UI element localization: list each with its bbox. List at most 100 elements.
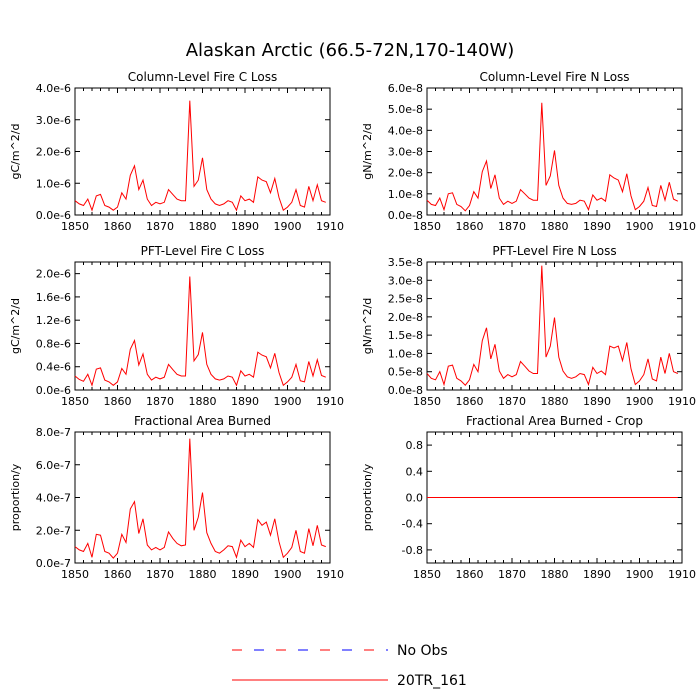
y-tick-label: 1.0e-8 (388, 188, 423, 201)
x-tick-label: 1860 (456, 220, 484, 233)
y-tick-label: 6.0e-8 (388, 82, 423, 95)
panel-4: PFT-Level Fire N Loss gN/m^2/d 1850 1860 187… (361, 244, 696, 408)
plot-frame (74, 261, 331, 391)
y-tick-label: 6.0e-7 (36, 459, 71, 472)
x-tick-label: 1850 (413, 395, 441, 408)
y-tick-label: 0.0e-6 (36, 209, 71, 222)
legend-item: No Obs (232, 643, 448, 659)
panel-1: Column-Level Fire C Loss gC/m^2/d 1850 1860… (9, 70, 344, 233)
y-tick-label: 0.0 (406, 492, 424, 505)
y-tick-label: 4.0e-6 (36, 82, 71, 95)
y-tick-label: 1.0e-8 (388, 347, 423, 360)
x-tick-label: 1850 (61, 220, 89, 233)
y-tick-label: 2.0e-7 (36, 524, 71, 537)
x-tick-label: 1910 (316, 568, 344, 581)
y-tick-label: 2.0e-8 (388, 167, 423, 180)
x-tick-label: 1860 (104, 395, 132, 408)
x-tick-label: 1900 (274, 220, 302, 233)
y-axis-label: gN/m^2/d (361, 298, 374, 355)
panels: Column-Level Fire C Loss gC/m^2/d 1850 1860… (9, 70, 696, 581)
x-tick-label: 1880 (189, 220, 217, 233)
x-tick-label: 1900 (274, 568, 302, 581)
y-axis-label: gC/m^2/d (9, 124, 22, 180)
figure-title: Alaskan Arctic (66.5-72N,170-140W) (186, 40, 515, 61)
x-tick-label: 1860 (456, 568, 484, 581)
x-tick-label: 1870 (146, 395, 174, 408)
x-tick-label: 1900 (274, 395, 302, 408)
y-tick-label: 5.0e-8 (388, 103, 423, 116)
y-tick-label: 0.5e-8 (388, 366, 423, 379)
x-tick-label: 1850 (61, 395, 89, 408)
panel-5: Fractional Area Burned proportion/y 1850 18… (9, 414, 344, 581)
x-tick-label: 1900 (626, 220, 654, 233)
panel-title: Fractional Area Burned (134, 414, 271, 428)
x-tick-label: 1850 (413, 220, 441, 233)
y-tick-label: 1.6e-6 (36, 291, 71, 304)
x-tick-label: 1910 (668, 395, 696, 408)
x-tick-label: 1880 (541, 568, 569, 581)
x-tick-label: 1850 (413, 568, 441, 581)
legend-label: No Obs (397, 643, 448, 659)
panel-title: Column-Level Fire C Loss (128, 70, 278, 84)
x-tick-label: 1900 (626, 395, 654, 408)
y-axis-label: proportion/y (9, 463, 22, 531)
x-tick-label: 1870 (498, 220, 526, 233)
x-tick-label: 1890 (583, 395, 611, 408)
series-line (74, 100, 326, 212)
panel-title: PFT-Level Fire C Loss (141, 244, 265, 258)
x-tick-label: 1880 (541, 220, 569, 233)
series-line (426, 102, 679, 212)
x-tick-label: 1880 (541, 395, 569, 408)
y-tick-label: 4.0e-7 (36, 492, 71, 505)
plot-frame (74, 431, 331, 564)
y-tick-label: 0.8 (406, 439, 424, 452)
y-axis-label: gC/m^2/d (9, 298, 22, 354)
x-tick-label: 1910 (668, 220, 696, 233)
legend-label: 20TR_161 (397, 673, 467, 689)
y-axis-label: proportion/y (361, 463, 374, 531)
y-tick-label: 0.0e-8 (388, 209, 423, 222)
y-tick-label: 8.0e-7 (36, 426, 71, 439)
series-line (426, 265, 678, 387)
y-tick-label: 1.2e-6 (36, 314, 71, 327)
panel-2: Column-Level Fire N Loss gN/m^2/d 1850 1860… (361, 70, 696, 233)
y-tick-label: 0.8e-6 (36, 337, 71, 350)
y-tick-label: 0.0e-6 (36, 384, 71, 397)
x-tick-label: 1860 (104, 568, 132, 581)
y-tick-label: 0.4e-6 (36, 361, 71, 374)
y-tick-label: 1.0e-6 (36, 177, 71, 190)
x-tick-label: 1870 (146, 220, 174, 233)
y-tick-label: 0.0e-8 (388, 384, 423, 397)
x-tick-label: 1860 (104, 220, 132, 233)
x-tick-label: 1910 (316, 220, 344, 233)
y-tick-label: 2.5e-8 (388, 293, 423, 306)
x-tick-label: 1880 (189, 568, 217, 581)
x-tick-label: 1880 (189, 395, 217, 408)
x-tick-label: 1870 (498, 568, 526, 581)
panel-title: Column-Level Fire N Loss (479, 70, 629, 84)
y-tick-label: 0.4 (406, 465, 424, 478)
panel-6: Fractional Area Burned - Crop proportion/… (361, 414, 696, 581)
y-tick-label: 3.0e-8 (388, 274, 423, 287)
panel-title: Fractional Area Burned - Crop (466, 414, 643, 428)
plot-frame (74, 87, 331, 216)
x-tick-label: 1860 (456, 395, 484, 408)
x-tick-label: 1890 (231, 395, 259, 408)
y-tick-label: 4.0e-8 (388, 124, 423, 137)
y-axis-label: gN/m^2/d (361, 123, 374, 180)
y-tick-label: -0.4 (402, 518, 423, 531)
panel-3: PFT-Level Fire C Loss gC/m^2/d 1850 1860 187… (9, 244, 344, 408)
x-tick-label: 1890 (231, 220, 259, 233)
x-tick-label: 1890 (231, 568, 259, 581)
x-tick-label: 1870 (498, 395, 526, 408)
x-tick-label: 1890 (583, 568, 611, 581)
x-tick-label: 1870 (146, 568, 174, 581)
x-tick-label: 1910 (668, 568, 696, 581)
x-tick-label: 1910 (316, 395, 344, 408)
plot-frame (426, 261, 683, 391)
y-tick-label: -0.8 (402, 544, 423, 557)
series-line (74, 276, 326, 387)
y-tick-label: 3.5e-8 (388, 256, 423, 269)
y-tick-label: 2.0e-6 (36, 146, 71, 159)
